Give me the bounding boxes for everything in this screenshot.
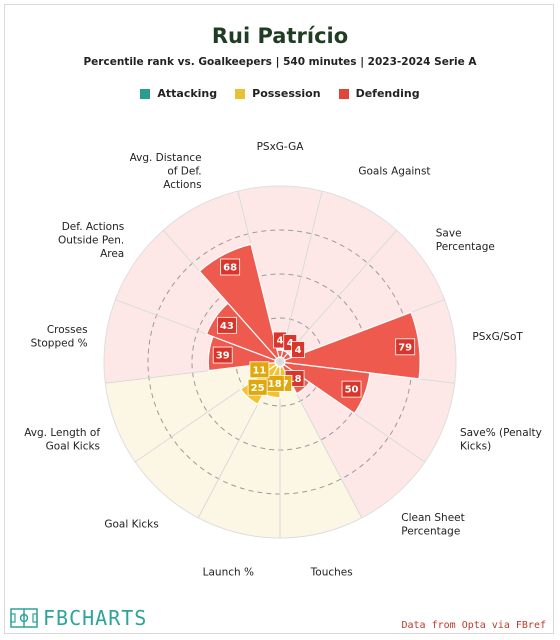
bar-avg-distance-of-def-actions: [198, 243, 280, 360]
value-label-avg-length-of-goal-kicks: 11: [249, 361, 270, 379]
axis-label-clean-sheet-percentage: Clean Sheet Percentage: [401, 512, 465, 538]
axis-label-crosses-stopped: Crosses Stopped %: [31, 324, 88, 350]
axis-label-touches: Touches: [310, 567, 353, 579]
axis-label-goal-kicks: Goal Kicks: [104, 519, 158, 531]
value-label-text: 39: [216, 351, 230, 362]
value-label-text: 79: [398, 342, 412, 353]
value-label-box: [247, 378, 268, 396]
legend-item-defending: Defending: [338, 87, 420, 100]
value-label-box: [212, 346, 233, 364]
axis-label-goals-against: Goals Against: [358, 166, 430, 178]
value-label-text: 43: [220, 321, 234, 332]
pitch-icon: [10, 608, 38, 628]
legend-item-attacking: Attacking: [140, 87, 217, 100]
legend-label-possession: Possession: [252, 87, 321, 100]
value-label-text: 50: [345, 385, 359, 396]
bar-psxg-sot: [283, 311, 421, 380]
logo-text: FBCHARTS: [43, 606, 148, 630]
value-label-box: [216, 316, 237, 334]
value-label-goal-kicks: 25: [247, 378, 268, 396]
axis-label-avg-length-of-goal-kicks: Avg. Length of Goal Kicks: [24, 427, 100, 453]
axis-label-psxg-ga: PSxG-GA: [257, 141, 305, 153]
chart-subtitle: Percentile rank vs. Goalkeepers | 540 mi…: [83, 56, 477, 68]
axis-labels: PSxG-GA Goals Against Save Percentage PSxG/S…: [24, 141, 542, 579]
axis-label-avg-distance-of-def-actions: Avg. Distance of Def. Actions: [130, 152, 202, 191]
axis-label-def-actions-outside-pen-area: Def. Actions Outside Pen. Area: [58, 221, 124, 260]
value-label-save-penalty-kicks: 50: [341, 380, 362, 398]
axis-label-save-penalty-kicks: Save% (Penalty Kicks): [460, 427, 542, 453]
axis-label-launch: Launch %: [203, 567, 254, 579]
value-label-psxg-sot: 79: [395, 338, 416, 356]
value-label-box: [395, 338, 416, 356]
chart-title: Rui Patrício: [211, 24, 349, 48]
legend-swatch-defending: [338, 88, 349, 99]
grid-spoke: [279, 229, 398, 363]
value-label-text: 25: [251, 383, 265, 394]
bar-save-penalty-kicks: [283, 361, 371, 415]
value-label-box: [249, 361, 270, 379]
value-label-def-actions-outside-pen-area: 43: [216, 316, 237, 334]
value-label-box: [291, 341, 306, 358]
axis-label-save-percentage: Save Percentage: [436, 228, 495, 254]
value-label-save-percentage: 4: [291, 341, 306, 358]
grid-spoke: [279, 190, 323, 363]
value-label-text: 18: [288, 374, 302, 385]
chart-frame: [4, 4, 554, 634]
value-label-text: 11: [252, 365, 266, 376]
value-label-crosses-stopped: 39: [212, 346, 233, 364]
fbcharts-logo: FBCHARTS: [10, 606, 147, 630]
value-label-avg-distance-of-def-actions: 68: [220, 258, 241, 276]
value-label-text: 7: [282, 379, 289, 390]
value-label-text: 4: [295, 345, 302, 356]
legend: Attacking Possession Defending: [0, 87, 560, 100]
data-credit: Data from Opta via FBref: [401, 620, 547, 631]
value-label-text: 18: [268, 379, 282, 390]
legend-swatch-possession: [235, 88, 246, 99]
value-label-box: [341, 380, 362, 398]
legend-swatch-attacking: [140, 88, 151, 99]
value-label-box: [220, 258, 241, 276]
value-label-text: 68: [223, 263, 237, 274]
value-label-text: 4: [287, 338, 294, 349]
legend-item-possession: Possession: [235, 87, 321, 100]
legend-label-attacking: Attacking: [157, 87, 218, 100]
legend-label-defending: Defending: [355, 87, 420, 100]
axis-label-psxg-sot: PSxG/SoT: [472, 331, 523, 343]
value-label-text: 4: [277, 336, 284, 347]
